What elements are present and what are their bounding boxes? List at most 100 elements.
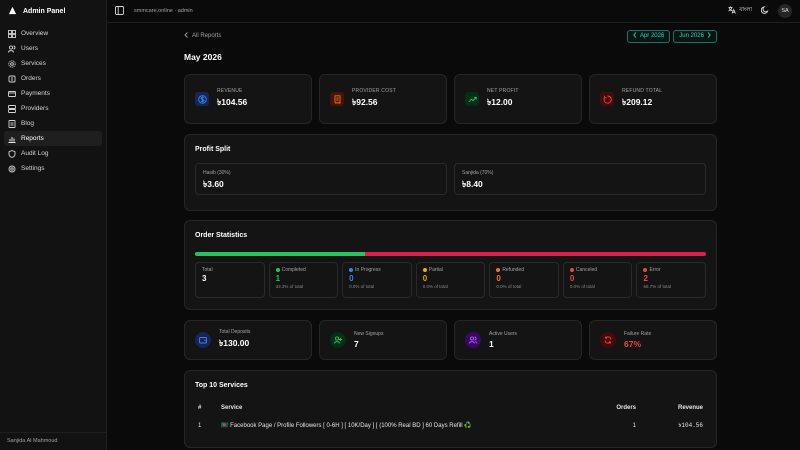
stat-label: PROVIDER COST: [352, 88, 396, 94]
sidebar-item-label: Blog: [21, 120, 35, 127]
order-status-value: 0: [349, 274, 354, 283]
sidebar-item-label: Overview: [21, 30, 49, 37]
cart-icon: [7, 74, 16, 83]
order-status-percent: 66.7% of total: [643, 284, 671, 289]
gear-icon: [7, 59, 16, 68]
sidebar-item-label: Orders: [21, 75, 41, 82]
order-status-item: Canceled 0 0.0% of total: [562, 262, 633, 298]
stat-value: ৳12.00: [487, 97, 513, 107]
order-status-percent: 0.0% of total: [422, 284, 448, 289]
service-cell: 🇧🇩 Facebook Page / Profile Followers [ 0…: [221, 423, 472, 429]
brand[interactable]: Admin Panel: [0, 0, 106, 23]
order-statistics-panel: Order Statistics Total 3 Completed 1 33.3% o…: [184, 220, 717, 310]
sidebar-item-label: Reports: [21, 135, 44, 142]
order-status-value: 0: [496, 274, 501, 283]
net-profit-card: NET PROFIT ৳12.00: [454, 74, 582, 124]
profit-share-item: Hasib (30%) ৳3.60: [195, 163, 447, 195]
order-status-value: 1: [275, 274, 281, 283]
section-title: Top 10 Services: [195, 382, 248, 389]
back-label: All Reports: [192, 33, 222, 39]
total-deposits-card: Total Deposits ৳130.00: [184, 320, 312, 360]
stat-value: 1: [489, 339, 494, 349]
document-icon: [7, 119, 16, 128]
stat-value: 7: [354, 339, 359, 349]
sidebar-item-users[interactable]: Users: [4, 41, 102, 56]
moon-icon[interactable]: [760, 6, 769, 16]
sidebar-item-label: Audit Log: [21, 150, 49, 157]
sidebar-item-settings[interactable]: Settings: [4, 161, 102, 176]
sidebar-item-services[interactable]: Services: [4, 56, 102, 71]
sidebar-item-label: Services: [21, 60, 46, 67]
rank-cell: 1: [198, 422, 202, 429]
sidebar-item-reports[interactable]: Reports: [4, 131, 102, 146]
order-bar-segment: [195, 252, 366, 256]
order-status-bar: [195, 252, 706, 256]
failure-rate-card: Failure Rate 67%: [589, 320, 717, 360]
sidebar-item-overview[interactable]: Overview: [4, 26, 102, 41]
sidebar: Admin Panel Overview Users Services Orde…: [0, 0, 107, 450]
summary-stats: REVENUE ৳104.56 PROVIDER COST ৳92.56 NET…: [184, 74, 717, 124]
order-bar-segment: [365, 252, 706, 256]
page-title: May 2026: [184, 52, 222, 62]
dollar-icon: [195, 92, 209, 106]
order-status-label-text: Error: [649, 267, 661, 273]
status-dot-icon: [569, 268, 574, 272]
sidebar-item-payments[interactable]: Payments: [4, 86, 102, 101]
order-status-value: 3: [202, 274, 207, 283]
settings-icon: [7, 164, 16, 173]
sidebar-item-orders[interactable]: Orders: [4, 71, 102, 86]
server-icon: [7, 104, 16, 113]
sidebar-item-label: Settings: [21, 165, 45, 172]
top-services-panel: Top 10 Services # Service Orders Revenue…: [184, 370, 717, 448]
profit-share-label: Sanjida (70%): [462, 170, 494, 176]
active-users-card: Active Users 1: [454, 320, 582, 360]
next-month-button[interactable]: Jun 2026: [673, 29, 717, 43]
prev-month-button[interactable]: Apr 2026: [626, 29, 671, 43]
chevron-left-icon: [633, 32, 637, 40]
order-status-label: In Progress: [349, 267, 405, 273]
logo-icon: [8, 6, 17, 17]
order-status-item: Partial 0 0.0% of total: [415, 262, 486, 298]
column-header-revenue: Revenue: [677, 405, 703, 411]
main-content: All Reports Apr 2026 Jun 2026 May 2026 R…: [184, 23, 717, 448]
grid-icon: [7, 29, 16, 38]
sidebar-item-blog[interactable]: Blog: [4, 116, 102, 131]
language-switcher[interactable]: বাংলা: [728, 6, 752, 16]
sidebar-user[interactable]: Sanjida Al Mahmoud: [0, 432, 106, 450]
stat-value: ৳92.56: [352, 97, 378, 107]
order-status-value: 0: [569, 274, 575, 283]
stat-label: Failure Rate: [624, 331, 652, 337]
order-status-item: Error 2 66.7% of total: [636, 262, 707, 298]
sidebar-item-providers[interactable]: Providers: [4, 101, 102, 116]
breadcrumb: smmcare.online · admin: [134, 8, 193, 14]
orders-cell: 1: [632, 422, 636, 429]
back-to-reports-link[interactable]: All Reports: [184, 32, 221, 40]
receipt-icon: [330, 92, 344, 106]
order-status-label-text: In Progress: [355, 267, 381, 273]
avatar[interactable]: SA: [778, 4, 792, 18]
order-status-value: 2: [643, 274, 648, 283]
column-header-service: Service: [221, 405, 243, 411]
language-label: বাংলা: [739, 7, 752, 13]
sidebar-item-label: Payments: [21, 90, 50, 97]
profit-share-item: Sanjida (70%) ৳8.40: [454, 163, 706, 195]
sidebar-toggle-icon[interactable]: [115, 6, 125, 16]
table-row[interactable]: 1 🇧🇩 Facebook Page / Profile Followers […: [195, 420, 706, 431]
status-dot-icon: [643, 268, 648, 272]
status-dot-icon: [275, 268, 280, 272]
order-status-label: Completed: [275, 267, 332, 273]
order-status-item: Total 3: [195, 262, 265, 298]
order-status-list: Total 3 Completed 1 33.3% of total In Progres…: [195, 262, 707, 298]
stat-value: ৳104.56: [217, 97, 248, 107]
order-status-percent: 0.0% of total: [349, 284, 375, 289]
stat-value: ৳209.12: [622, 97, 653, 107]
order-status-item: Refunded 0 0.0% of total: [489, 262, 559, 298]
stat-label: Total Deposits: [219, 329, 251, 335]
sidebar-item-audit-log[interactable]: Audit Log: [4, 146, 102, 161]
order-status-percent: 0.0% of total: [496, 284, 522, 289]
stat-value: ৳130.00: [219, 338, 250, 348]
profit-share-value: ৳3.60: [203, 179, 224, 189]
revenue-card: REVENUE ৳104.56: [184, 74, 312, 124]
sidebar-item-label: Providers: [21, 105, 49, 112]
profit-share-label: Hasib (30%): [203, 170, 231, 176]
